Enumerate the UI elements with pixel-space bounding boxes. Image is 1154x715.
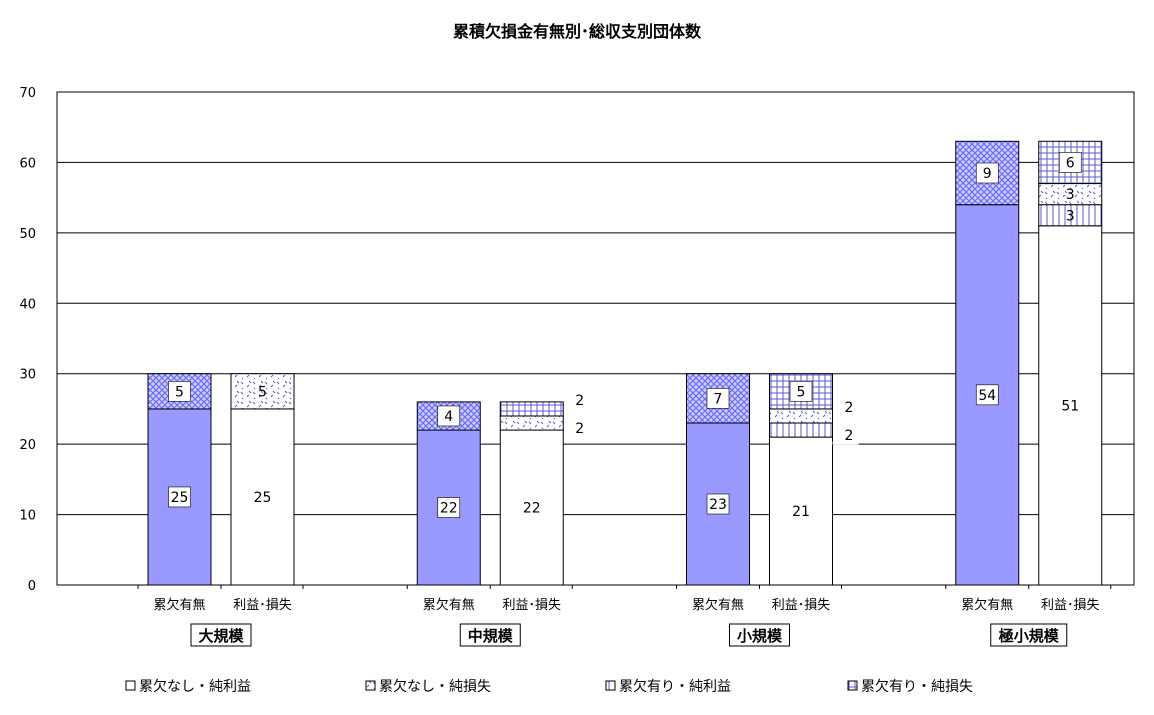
- bar-category-label: 累欠有無: [423, 597, 475, 613]
- data-label: 22: [440, 501, 458, 517]
- legend-label: 累欠なし・純利益: [139, 679, 251, 695]
- data-label: 2: [575, 393, 584, 409]
- y-tick-label: 50: [19, 227, 36, 242]
- bar-segment: [499, 401, 564, 417]
- data-label-box: [437, 497, 461, 518]
- data-label: 7: [714, 391, 723, 407]
- group-label-box: [190, 623, 252, 647]
- y-tick-label: 70: [19, 86, 36, 101]
- group-label-box: [459, 623, 521, 647]
- group-label: 小規模: [737, 627, 783, 645]
- legend: 累欠なし・純利益 累欠なし・純損失 累欠有り・純利益 累欠有り・純損失: [125, 679, 973, 695]
- data-label: 51: [1061, 398, 1079, 414]
- data-label-box: [706, 388, 730, 409]
- data-label-box: [975, 162, 999, 184]
- bar-category-label: 利益･損失: [772, 598, 831, 613]
- data-label: 9: [983, 166, 992, 182]
- data-label-box: [706, 493, 730, 515]
- data-label-box: [975, 384, 999, 406]
- data-label: 2: [845, 428, 854, 444]
- y-tick-label: 0: [28, 579, 36, 594]
- data-label-box: [168, 381, 191, 402]
- data-label: 23: [709, 497, 727, 513]
- legend-swatch: [365, 680, 376, 691]
- data-label-box: [437, 405, 461, 427]
- legend-swatch: [605, 680, 616, 691]
- data-label-box: [168, 486, 191, 508]
- data-label: 3: [1066, 208, 1075, 224]
- bar-segment: [769, 408, 833, 424]
- bar-category-label: 累欠有無: [961, 597, 1013, 613]
- group-label-box: [990, 623, 1068, 647]
- legend-label: 累欠有り・純利益: [619, 679, 731, 695]
- y-tick-label: 10: [19, 509, 36, 524]
- data-label-box: [789, 381, 813, 402]
- data-label: 5: [258, 384, 267, 400]
- data-label: 25: [171, 490, 189, 506]
- group-label: 中規模: [468, 627, 514, 645]
- data-label: 4: [444, 409, 453, 425]
- data-label-box: [1058, 152, 1082, 173]
- data-label: 6: [1066, 155, 1075, 171]
- chart-title: 累積欠損金有無別･総収支別団体数: [453, 22, 702, 41]
- bar-category-label: 利益･損失: [1041, 598, 1100, 613]
- group-label: 極小規模: [998, 627, 1060, 645]
- data-label: 22: [523, 501, 541, 517]
- data-label: 5: [797, 384, 806, 400]
- group-label: 大規模: [198, 627, 244, 645]
- data-label: 21: [792, 504, 810, 520]
- bar-segment: [230, 373, 295, 410]
- y-tick-label: 20: [19, 438, 36, 453]
- bar-category-label: 利益･損失: [502, 598, 561, 613]
- data-label: 2: [575, 421, 584, 437]
- data-label: 5: [175, 384, 184, 400]
- bar-segment: [499, 429, 564, 586]
- bar-segment: [769, 422, 833, 438]
- y-axis: 0 10 20 30 40 50 60 70: [19, 86, 36, 594]
- bar-category-label: 累欠有無: [153, 597, 205, 613]
- bar-category-label: 累欠有無: [692, 597, 744, 613]
- legend-label: 累欠有り・純損失: [861, 679, 973, 695]
- data-label: 25: [254, 490, 272, 506]
- legend-swatch: [125, 680, 136, 691]
- data-label: 2: [845, 400, 854, 416]
- y-tick-label: 40: [19, 297, 36, 312]
- y-tick-label: 30: [19, 368, 36, 383]
- legend-swatch: [847, 680, 858, 691]
- data-label: 3: [1066, 187, 1075, 203]
- data-label: 54: [978, 388, 996, 404]
- legend-label: 累欠なし・純損失: [379, 679, 491, 695]
- bar-segment: [769, 436, 833, 586]
- bar-category-label: 利益･損失: [233, 598, 292, 613]
- group-label-box: [729, 623, 790, 647]
- bar-segment: [499, 415, 564, 431]
- y-tick-label: 60: [19, 156, 36, 171]
- plot-area-frame: [56, 91, 1135, 586]
